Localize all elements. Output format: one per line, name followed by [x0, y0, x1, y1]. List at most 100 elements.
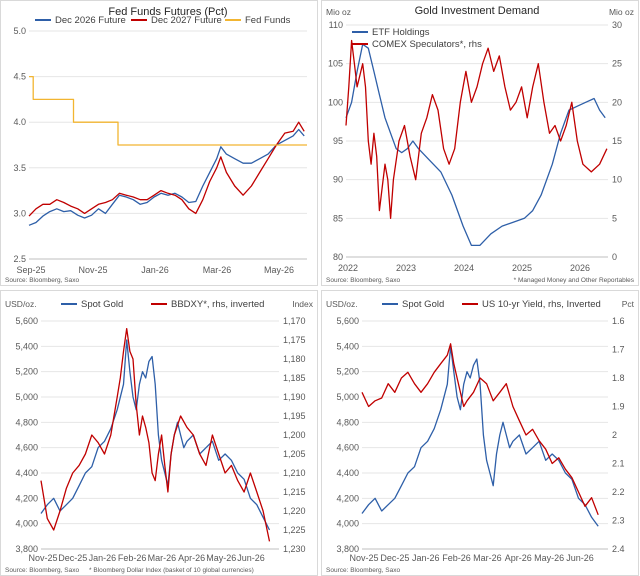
- y-tick-label: 5,600: [15, 316, 38, 326]
- y2-tick-label: 1,185: [283, 373, 306, 383]
- y2-tick-label: 1,190: [283, 392, 306, 402]
- series-line-0: [40, 339, 271, 531]
- y2-axis-unit: Mio oz: [609, 7, 634, 17]
- y2-tick-label: 1,175: [283, 335, 306, 345]
- x-tick-label: Jun-26: [237, 553, 265, 563]
- y-tick-label: 5,000: [336, 392, 359, 402]
- y-tick-label: 5,200: [336, 367, 359, 377]
- y-tick-label: 3.0: [13, 208, 26, 218]
- x-tick-label: Nov-25: [78, 265, 107, 275]
- legend-label-0: Spot Gold: [81, 299, 123, 310]
- y2-tick-label: 1,230: [283, 544, 306, 554]
- y2-tick-label: 1,220: [283, 506, 306, 516]
- y-tick-label: 4,200: [15, 493, 38, 503]
- y-tick-label: 4,600: [15, 443, 38, 453]
- chart-title: Gold Investment Demand: [415, 5, 540, 17]
- legend-label-1: COMEX Speculators*, rhs: [372, 39, 482, 50]
- y2-tick-label: 5: [612, 213, 617, 223]
- legend-label-0: Spot Gold: [402, 299, 444, 310]
- x-tick-label: Apr-26: [505, 553, 532, 563]
- y-tick-label: 80: [333, 252, 343, 262]
- y2-tick-label: 1,170: [283, 316, 306, 326]
- y2-tick-label: 1.7: [612, 345, 625, 355]
- x-tick-label: Mar-26: [148, 553, 177, 563]
- y-tick-label: 4,600: [336, 443, 359, 453]
- x-tick-label: Jun-26: [566, 553, 594, 563]
- x-tick-label: May-26: [534, 553, 564, 563]
- legend-label-1: BBDXY*, rhs, inverted: [171, 299, 264, 310]
- y2-tick-label: 1.8: [612, 373, 625, 383]
- x-tick-label: Apr-26: [178, 553, 205, 563]
- y-tick-label: 4,800: [15, 417, 38, 427]
- y-tick-label: 100: [328, 97, 343, 107]
- x-tick-label: May-26: [264, 265, 294, 275]
- y-tick-label: 5,000: [15, 392, 38, 402]
- y2-tick-label: 1.6: [612, 316, 625, 326]
- x-tick-label: Jan-26: [89, 553, 117, 563]
- legend-label-1: US 10-yr Yield, rhs, Inverted: [482, 299, 601, 310]
- series-line-0: [361, 345, 599, 527]
- x-tick-label: 2024: [454, 263, 474, 273]
- source-note: Source: Bloomberg, Saxo: [5, 567, 79, 574]
- y-tick-label: 5,400: [15, 341, 38, 351]
- y-tick-label: 5,200: [15, 367, 38, 377]
- x-tick-label: Feb-26: [442, 553, 471, 563]
- y2-tick-label: 1,195: [283, 411, 306, 421]
- series-line-1: [345, 39, 608, 219]
- y2-tick-label: 2.2: [612, 487, 625, 497]
- x-tick-label: Jan-26: [141, 265, 169, 275]
- series-line-0: [28, 128, 305, 226]
- x-tick-label: Mar-26: [473, 553, 502, 563]
- fed-funds-futures-chart: 2.5 3.0 3.5 4.0 4.5 5.0 Sep-25 Nov-25 Jan-26 Mar-…: [0, 0, 318, 286]
- y-tick-label: 5,600: [336, 316, 359, 326]
- y2-tick-label: 1,180: [283, 354, 306, 364]
- y2-tick-label: 1,225: [283, 525, 306, 535]
- y-tick-label: 5.0: [13, 26, 26, 36]
- y2-tick-label: 2.1: [612, 459, 625, 469]
- x-tick-label: Mar-26: [203, 265, 232, 275]
- y2-tick-label: 0: [612, 252, 617, 262]
- x-tick-label: May-26: [206, 553, 236, 563]
- footnote: * Bloomberg Dollar Index (basket of 10 g…: [89, 567, 254, 574]
- series-line-1: [40, 327, 271, 542]
- y-tick-label: 4.0: [13, 117, 26, 127]
- y-tick-label: 110: [329, 20, 343, 30]
- source-note: Source: Bloomberg, Saxo: [5, 277, 79, 284]
- y2-tick-label: 25: [612, 59, 622, 69]
- y-tick-label: 4,800: [336, 417, 359, 427]
- y2-tick-label: 1,205: [283, 449, 306, 459]
- series-line-1: [361, 343, 599, 516]
- y-tick-label: 5,400: [336, 341, 359, 351]
- x-tick-label: 2023: [396, 263, 416, 273]
- y-tick-label: 4,400: [15, 468, 38, 478]
- y2-tick-label: 2.4: [612, 544, 625, 554]
- y2-tick-label: 1,215: [283, 487, 306, 497]
- y-tick-label: 3.5: [13, 163, 26, 173]
- y2-axis-unit: Index: [292, 299, 314, 309]
- footnote: * Managed Money and Other Reportables: [514, 277, 635, 284]
- y2-axis-unit: Pct: [622, 299, 635, 309]
- y2-tick-label: 2.3: [612, 516, 625, 526]
- series-line-2: [29, 75, 307, 146]
- y2-tick-label: 1,210: [283, 468, 306, 478]
- y-axis-unit: USD/oz.: [5, 299, 37, 309]
- y-tick-label: 105: [328, 59, 343, 69]
- y2-tick-label: 30: [612, 20, 622, 30]
- x-tick-label: 2022: [338, 263, 358, 273]
- y2-tick-label: 1.9: [612, 402, 625, 412]
- series-line-0: [345, 43, 606, 247]
- legend-label-0: ETF Holdings: [372, 27, 430, 38]
- y-tick-label: 4.5: [13, 72, 26, 82]
- y-tick-label: 2.5: [13, 254, 26, 264]
- gold-vs-us10y-chart: 3,800 4,000 4,200 4,400 4,600 4,800 5,000 5,200…: [321, 290, 639, 576]
- y2-tick-label: 15: [612, 136, 622, 146]
- y-axis-unit: Mio oz: [326, 7, 351, 17]
- legend-label-2: Fed Funds: [245, 15, 291, 26]
- y2-tick-label: 10: [612, 175, 622, 185]
- x-tick-label: Feb-26: [118, 553, 147, 563]
- source-note: Source: Bloomberg, Saxo: [326, 277, 400, 284]
- y-tick-label: 95: [333, 136, 343, 146]
- y2-tick-label: 2: [612, 430, 617, 440]
- y-tick-label: 4,000: [15, 519, 38, 529]
